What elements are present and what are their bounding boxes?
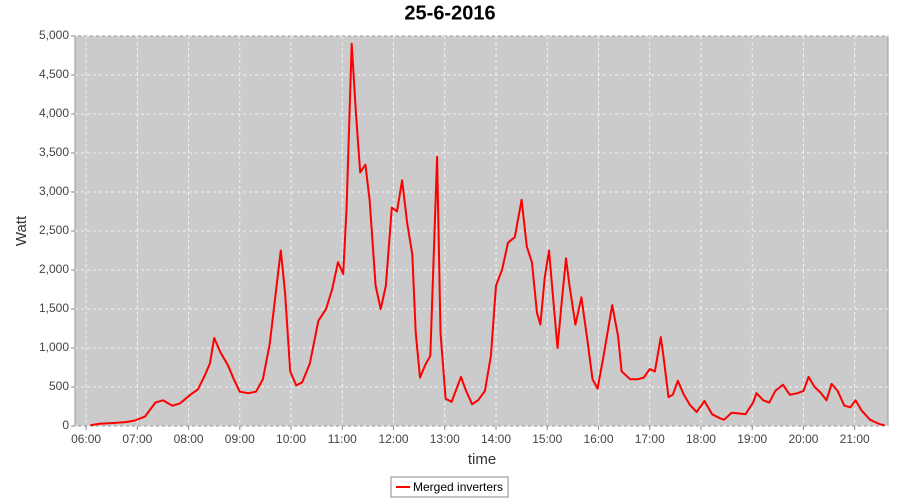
x-axis-label: time xyxy=(468,451,496,468)
legend-box xyxy=(390,476,509,498)
x-tick-label: 12:00 xyxy=(379,432,409,446)
chart-title: 25-6-2016 xyxy=(404,2,495,24)
x-tick-label: 17:00 xyxy=(635,432,665,446)
legend-label: Merged inverters xyxy=(413,480,503,494)
y-tick-label: 500 xyxy=(49,379,69,393)
x-tick-label: 16:00 xyxy=(583,432,613,446)
x-tick-label: 20:00 xyxy=(788,432,818,446)
y-tick-label: 0 xyxy=(62,418,69,432)
y-tick-label: 4,500 xyxy=(39,67,69,81)
y-tick-label: 2,500 xyxy=(39,223,69,237)
x-tick-label: 19:00 xyxy=(737,432,767,446)
y-tick-label: 4,000 xyxy=(39,106,69,120)
y-tick-label: 1,000 xyxy=(39,340,69,354)
y-axis-label: Watt xyxy=(13,215,30,246)
x-tick-label: 08:00 xyxy=(174,432,204,446)
x-tick-label: 09:00 xyxy=(225,432,255,446)
y-tick-label: 1,500 xyxy=(39,301,69,315)
line-series xyxy=(90,42,885,427)
x-tick-label: 15:00 xyxy=(532,432,562,446)
x-tick-label: 11:00 xyxy=(328,432,357,446)
x-tick-label: 06:00 xyxy=(71,432,101,446)
y-tick-label: 5,000 xyxy=(39,28,69,42)
x-tick-label: 13:00 xyxy=(430,432,460,446)
x-tick-label: 18:00 xyxy=(686,432,716,446)
x-tick-label: 14:00 xyxy=(481,432,511,446)
x-tick-label: 21:00 xyxy=(840,432,870,446)
x-tick-label: 10:00 xyxy=(276,432,306,446)
x-tick-label: 07:00 xyxy=(122,432,152,446)
y-tick-label: 3,500 xyxy=(39,145,69,159)
y-tick-label: 2,000 xyxy=(39,262,69,276)
y-tick-label: 3,000 xyxy=(39,184,69,198)
